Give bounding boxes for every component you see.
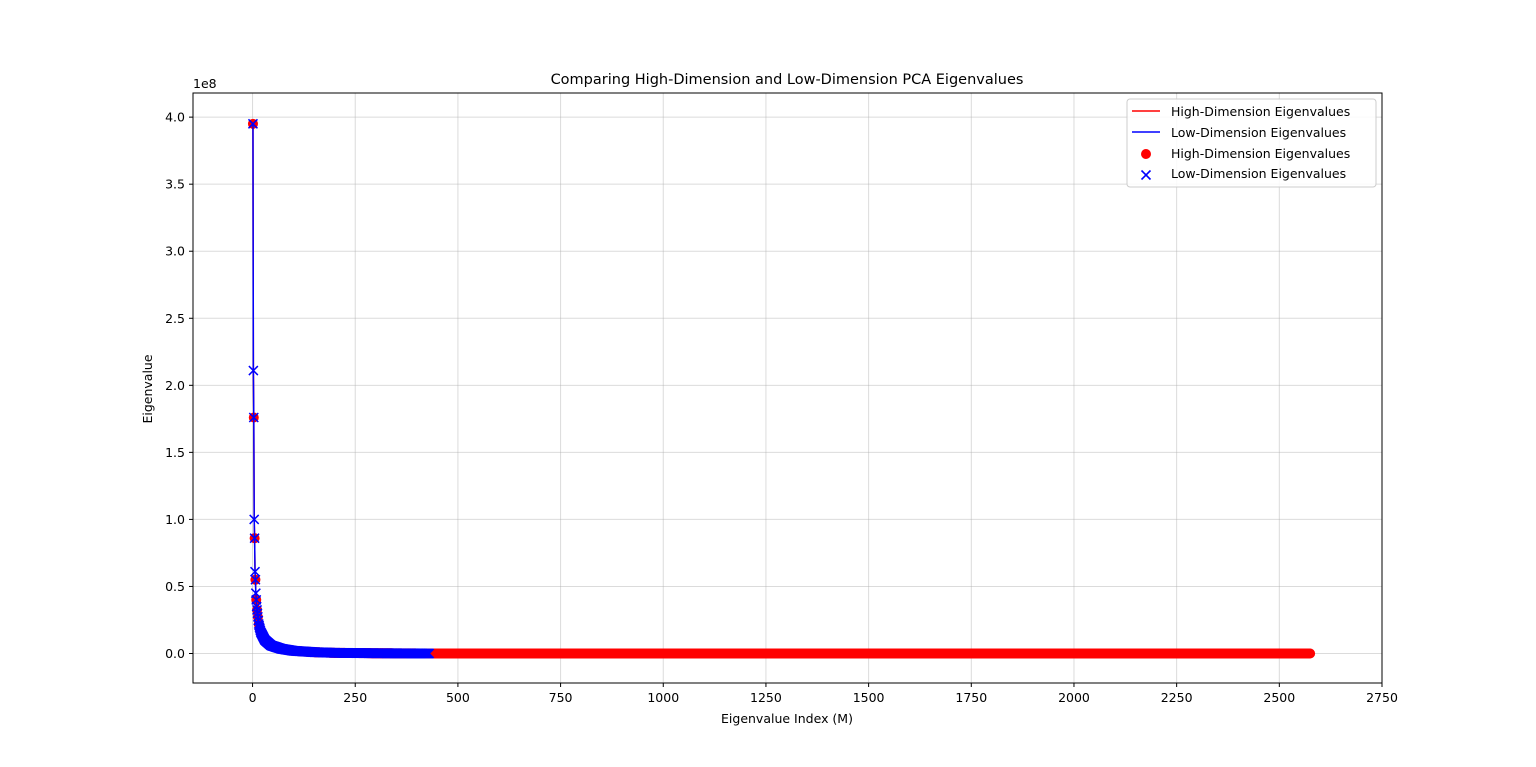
low-dimension-point-stroke bbox=[254, 620, 265, 631]
low-dimension-point-stroke bbox=[247, 118, 258, 129]
low-dimension-point bbox=[247, 118, 258, 129]
x-tick-label: 1000 bbox=[647, 690, 679, 705]
x-tick-label: 250 bbox=[343, 690, 367, 705]
x-axis-label: Eigenvalue Index (M) bbox=[721, 711, 853, 726]
low-dimension-point-stroke bbox=[255, 625, 266, 636]
y-tick-label: 0.0 bbox=[165, 646, 185, 661]
y-tick-label: 2.5 bbox=[165, 311, 185, 326]
low-dimension-point-stroke bbox=[248, 365, 259, 376]
legend: High-Dimension Eigenvalues Low-Dimension… bbox=[1126, 98, 1377, 188]
legend-label-high-marker: High-Dimension Eigenvalues bbox=[1171, 146, 1350, 161]
plot-frame bbox=[192, 92, 1383, 684]
y-tick-label: 3.5 bbox=[165, 177, 185, 192]
x-tick-label: 500 bbox=[446, 690, 470, 705]
y-axis-label: Eigenvalue bbox=[140, 354, 155, 423]
x-tick-label: 0 bbox=[249, 690, 257, 705]
x-tick-label: 750 bbox=[549, 690, 573, 705]
low-dimension-point-stroke bbox=[249, 514, 260, 525]
x-tick-label: 1750 bbox=[955, 690, 987, 705]
y-axis-ticks: 0.0 0.5 1.0 1.5 2.0 2.5 3.0 3.5 4.0 bbox=[165, 110, 193, 661]
low-dimension-point bbox=[249, 533, 260, 544]
legend-label-low-marker: Low-Dimension Eigenvalues bbox=[1171, 166, 1346, 181]
x-tick-label: 2750 bbox=[1366, 690, 1398, 705]
x-tick-label: 2000 bbox=[1058, 690, 1090, 705]
x-tick-label: 2500 bbox=[1263, 690, 1295, 705]
x-axis-ticks: 0 250 500 750 1000 1250 1500 1750 2000 2250 2500 27… bbox=[249, 683, 1398, 705]
y-tick-label: 0.5 bbox=[165, 579, 185, 594]
low-dimension-point-stroke bbox=[253, 618, 264, 630]
y-tick-label: 1.5 bbox=[165, 445, 185, 460]
y-tick-label: 3.0 bbox=[165, 244, 185, 259]
x-tick-label: 1500 bbox=[853, 690, 885, 705]
y-tick-label: 1.0 bbox=[165, 512, 185, 527]
low-dimension-point bbox=[250, 574, 261, 585]
legend-label-low-line: Low-Dimension Eigenvalues bbox=[1171, 125, 1346, 140]
chart-title: Comparing High-Dimension and Low-Dimensi… bbox=[551, 72, 1024, 88]
low-dimension-point bbox=[249, 566, 261, 577]
low-dimension-point bbox=[248, 365, 259, 376]
low-dimension-point-stroke bbox=[249, 566, 261, 577]
low-dimension-point bbox=[424, 648, 435, 659]
low-dimension-point-stroke bbox=[254, 623, 265, 634]
y-tick-label: 2.0 bbox=[165, 378, 185, 393]
y-tick-label: 4.0 bbox=[165, 110, 185, 125]
low-dimension-point-stroke bbox=[250, 574, 261, 585]
high-dimension-point bbox=[1305, 648, 1316, 659]
x-tick-label: 2250 bbox=[1161, 690, 1193, 705]
low-dimension-point-stroke bbox=[249, 533, 260, 544]
legend-label-high-line: High-Dimension Eigenvalues bbox=[1171, 104, 1350, 119]
low-dimension-point bbox=[249, 514, 260, 525]
legend-low-marker-swatch bbox=[1140, 169, 1152, 181]
legend-box bbox=[1126, 98, 1377, 188]
low-dimension-point-stroke bbox=[424, 648, 435, 659]
legend-high-marker-swatch bbox=[1141, 149, 1151, 159]
y-axis-offset-label: 1e8 bbox=[193, 76, 217, 91]
low-dimension-point-stroke bbox=[248, 412, 259, 423]
x-tick-label: 1250 bbox=[750, 690, 782, 705]
low-dimension-point-stroke bbox=[254, 622, 265, 633]
low-dimension-series bbox=[247, 118, 435, 659]
low-dimension-point bbox=[248, 412, 259, 423]
